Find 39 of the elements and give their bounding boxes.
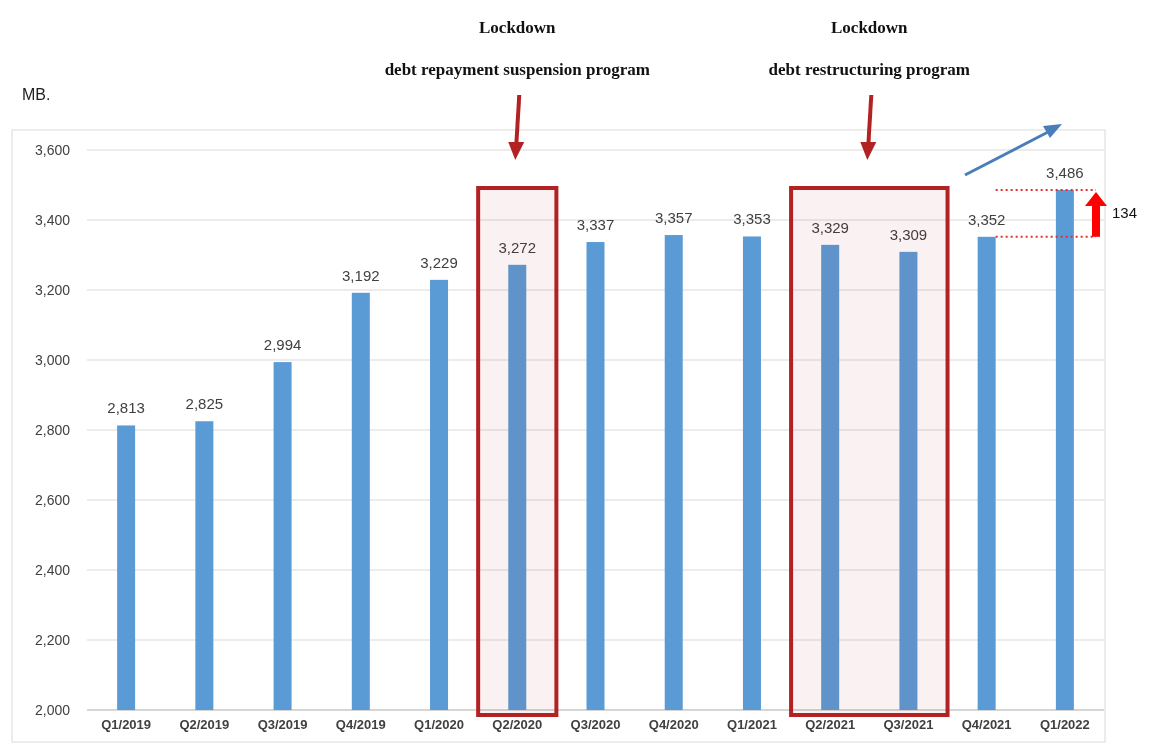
x-tick-label: Q2/2021 [805,717,856,732]
x-tick-label: Q1/2021 [727,717,777,732]
x-tick-label: Q1/2020 [414,717,464,732]
data-label: 3,337 [576,216,615,234]
y-tick-label: 2,200 [34,632,71,648]
y-tick-label: 3,400 [34,212,71,228]
data-label: 2,994 [263,336,302,354]
y-tick-label: 3,200 [34,282,71,298]
data-label: 2,825 [185,395,224,413]
text: Lockdown debt restructuring program [768,18,971,79]
data-label: 3,486 [1046,163,1084,181]
text: Lockdown debt repayment suspension program [384,18,650,79]
data-label: 2,813 [107,399,145,417]
x-tick-label: Q4/2019 [335,717,386,732]
x-tick-label: Q2/2019 [179,717,230,732]
data-label: 3,353 [733,210,771,228]
y-tick-label: 2,600 [34,492,71,508]
data-label: 3,352 [967,210,1006,228]
y-axis-title: MB. [22,86,51,103]
data-label: 3,329 [811,218,849,236]
x-tick-label: Q1/2019 [101,717,152,732]
data-label: 3,309 [889,225,928,243]
x-tick-label: Q4/2020 [648,717,699,732]
data-label: 3,229 [420,253,458,271]
x-tick-label: Q2/2020 [492,717,543,732]
y-tick-label: 2,800 [34,422,71,438]
x-tick-label: Q3/2019 [257,717,308,732]
text: 134 [1112,204,1138,222]
x-tick-label: Q1/2022 [1039,717,1090,732]
y-tick-label: 2,400 [34,562,71,578]
y-tick-label: 2,000 [34,702,71,718]
x-tick-label: Q3/2021 [883,717,934,732]
data-label: 3,357 [654,209,693,227]
y-tick-label: 3,600 [34,142,71,158]
y-tick-label: 3,000 [34,352,71,368]
x-tick-label: Q3/2020 [570,717,621,732]
x-tick-label: Q4/2021 [961,717,1012,732]
data-label: 3,272 [498,238,537,256]
data-label: 3,192 [342,266,380,284]
